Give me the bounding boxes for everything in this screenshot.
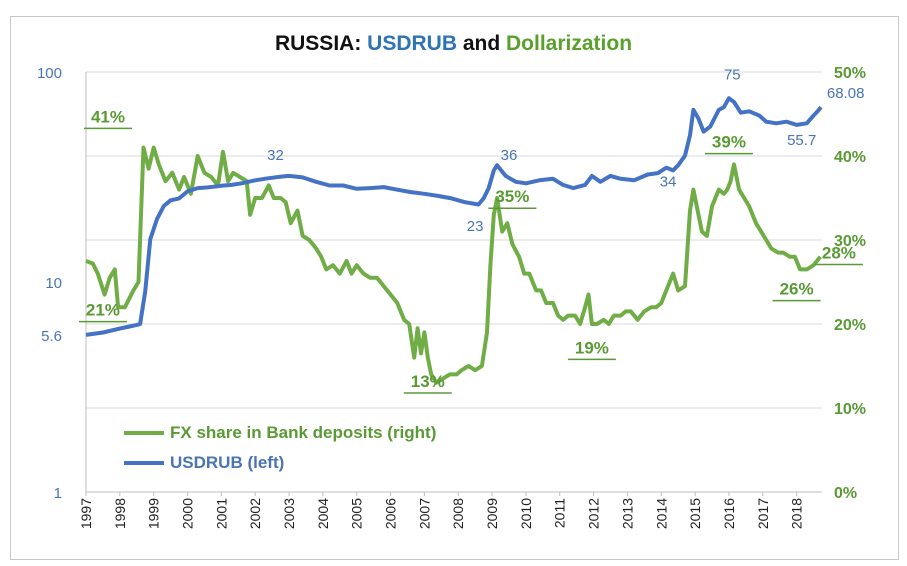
legend-swatch-usdrub (124, 461, 164, 465)
x-tick-label: 2009 (484, 498, 500, 529)
x-tick-label: 2000 (180, 498, 196, 529)
x-tick-label: 2011 (552, 498, 568, 528)
usd-annotation: 36 (501, 147, 518, 164)
legend-label-fx: FX share in Bank deposits (right) (170, 423, 437, 442)
legend: FX share in Bank deposits (right) USDRUB… (124, 418, 436, 478)
x-tick-label: 2017 (755, 498, 771, 529)
left-tick-label: 100 (37, 65, 62, 82)
right-tick-label: 30% (834, 233, 866, 250)
x-tick-label: 2001 (213, 498, 229, 529)
chart-frame (10, 16, 899, 560)
legend-label-usdrub: USDRUB (left) (170, 453, 285, 472)
x-tick-label: 1999 (146, 498, 162, 529)
right-tick-label: 10% (834, 401, 866, 418)
left-tick-label: 1 (54, 485, 62, 502)
fx-share-line (85, 145, 822, 385)
fx-annotation: 21% (86, 301, 120, 320)
usd-annotation: 68.08 (827, 85, 865, 102)
chart-title: RUSSIA: USDRUB and Dollarization (0, 32, 907, 56)
fx-annotation: 35% (495, 187, 529, 206)
legend-item-usdrub: USDRUB (left) (124, 448, 436, 478)
fx-annotation: 28% (822, 243, 856, 262)
x-tick-label: 2012 (586, 498, 602, 529)
x-tick-label: 2002 (247, 498, 263, 529)
fx-annotation: 13% (411, 372, 445, 391)
left-tick-label: 10 (45, 275, 62, 292)
x-tick-label: 2005 (349, 498, 365, 529)
right-tick-label: 20% (834, 317, 866, 334)
usd-annotation: 34 (660, 173, 677, 190)
fx-annotation: 39% (712, 133, 746, 152)
x-tick-label: 2016 (721, 498, 737, 529)
x-tick-label: 1997 (78, 498, 94, 529)
x-tick-label: 2018 (789, 498, 805, 529)
usd-annotation: 75 (724, 67, 741, 84)
usd-annotation: 32 (267, 147, 284, 164)
x-tick-label: 2014 (653, 498, 669, 529)
x-tick-label: 2013 (619, 498, 635, 529)
usdrub-line (85, 96, 823, 337)
x-tick-label: 2015 (687, 498, 703, 529)
fx-annotation: 41% (91, 107, 125, 126)
x-tick-label: 2006 (383, 498, 399, 529)
right-tick-label: 0% (834, 485, 857, 502)
x-tick-label: 1998 (112, 498, 128, 529)
x-tick-label: 2008 (450, 498, 466, 529)
x-tick-label: 2003 (281, 498, 297, 529)
right-tick-label: 50% (834, 65, 866, 82)
title-prefix: RUSSIA: (274, 32, 368, 55)
usd-annotation: 55.7 (787, 132, 816, 149)
right-tick-label: 40% (834, 149, 866, 166)
legend-item-fx: FX share in Bank deposits (right) (124, 418, 436, 448)
usd-annotation: 23 (467, 218, 484, 235)
left-tick-label-extra: 5.6 (41, 328, 62, 345)
x-tick-label: 2007 (416, 498, 432, 529)
x-tick-label: 2004 (315, 498, 331, 529)
title-usdrub: USDRUB (367, 32, 457, 55)
fx-annotation: 19% (575, 338, 609, 357)
title-mid: and (457, 32, 507, 55)
fx-annotation: 26% (780, 280, 814, 299)
x-tick-label: 2010 (518, 498, 534, 529)
legend-swatch-fx (124, 431, 164, 435)
title-dollarization: Dollarization (506, 32, 633, 55)
